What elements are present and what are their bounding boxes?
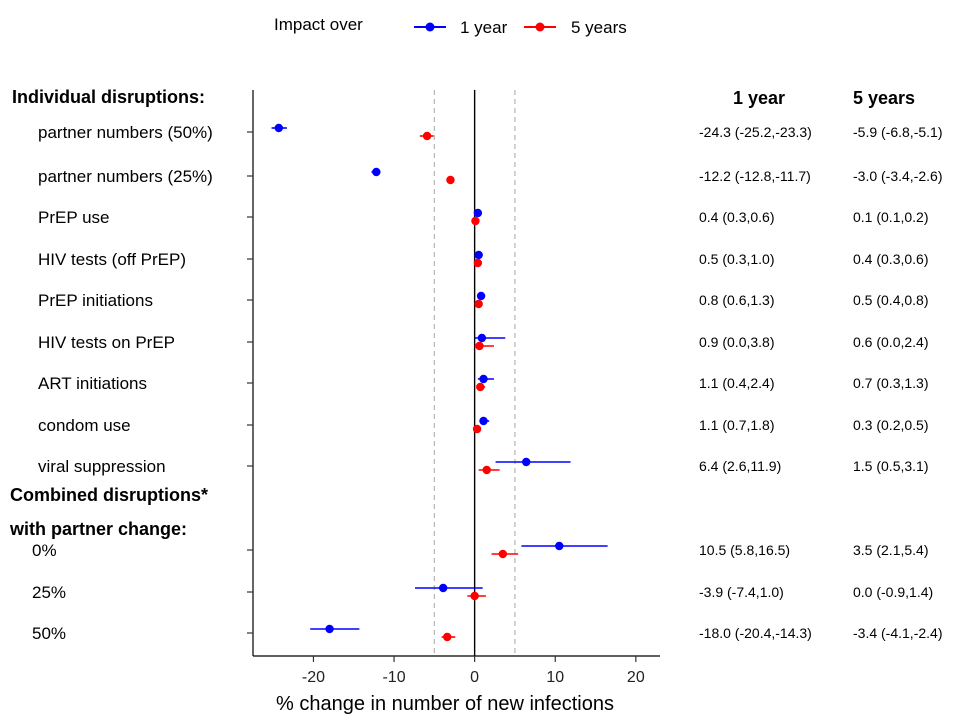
point-1-year bbox=[479, 416, 488, 426]
estimate-1-year: -18.0 (-20.4,-14.3) bbox=[699, 625, 812, 641]
legend-swatch-1-year-point bbox=[425, 22, 435, 32]
group-heading: Combined disruptions* bbox=[10, 485, 208, 505]
row-label: PrEP use bbox=[38, 208, 110, 227]
point-1-year bbox=[474, 250, 483, 260]
row-label: 0% bbox=[32, 541, 57, 560]
row-label: partner numbers (25%) bbox=[38, 167, 213, 186]
plot-panel bbox=[252, 90, 660, 657]
group-headings: Individual disruptions: Combined disrupti… bbox=[9, 87, 208, 539]
point-1-year bbox=[325, 624, 334, 634]
point-1-year bbox=[274, 123, 283, 133]
estimate-5-years: 0.7 (0.3,1.3) bbox=[853, 375, 929, 391]
row-label: viral suppression bbox=[38, 457, 166, 476]
estimate-texts: -24.3 (-25.2,-23.3) -5.9 (-6.8,-5.1) -12.2… bbox=[699, 124, 942, 641]
data-marks bbox=[247, 123, 608, 642]
estimate-5-years: -3.4 (-4.1,-2.4) bbox=[853, 625, 942, 641]
estimate-1-year: -24.3 (-25.2,-23.3) bbox=[699, 124, 812, 140]
estimate-5-years: 0.3 (0.2,0.5) bbox=[853, 417, 929, 433]
point-1-year bbox=[476, 291, 486, 301]
column-header-1-year: 1 year bbox=[733, 88, 785, 108]
x-tick-label: -20 bbox=[302, 669, 325, 686]
estimate-1-year: 10.5 (5.8,16.5) bbox=[699, 542, 790, 558]
estimate-5-years: 0.1 (0.1,0.2) bbox=[853, 209, 929, 225]
point-5-years bbox=[473, 258, 483, 268]
row-label: partner numbers (50%) bbox=[38, 123, 213, 142]
x-axis-ticks: -20 -10 0 10 20 bbox=[302, 656, 645, 686]
point-1-year bbox=[479, 374, 488, 384]
point-5-years bbox=[470, 591, 479, 601]
point-5-years bbox=[472, 424, 482, 434]
row-label: ART initiations bbox=[38, 374, 147, 393]
estimate-5-years: 0.5 (0.4,0.8) bbox=[853, 292, 929, 308]
row-label: 25% bbox=[32, 583, 66, 602]
estimate-5-years: -3.0 (-3.4,-2.6) bbox=[853, 168, 942, 184]
estimate-1-year: 0.5 (0.3,1.0) bbox=[699, 251, 775, 267]
estimate-1-year: -12.2 (-12.8,-11.7) bbox=[699, 168, 811, 184]
row-label: condom use bbox=[38, 416, 131, 435]
point-5-years bbox=[475, 341, 484, 351]
point-5-years bbox=[446, 175, 455, 185]
point-5-years bbox=[498, 549, 508, 559]
column-header-5-years: 5 years bbox=[853, 88, 915, 108]
point-1-year bbox=[522, 457, 531, 467]
estimate-5-years: 1.5 (0.5,3.1) bbox=[853, 458, 929, 474]
estimate-5-years: 0.6 (0.0,2.4) bbox=[853, 334, 929, 350]
estimate-5-years: 0.0 (-0.9,1.4) bbox=[853, 584, 933, 600]
row-label: HIV tests on PrEP bbox=[38, 333, 175, 352]
estimate-1-year: 1.1 (0.4,2.4) bbox=[699, 375, 775, 391]
reference-lines bbox=[433, 90, 516, 656]
legend-swatch-5-years-point bbox=[535, 22, 545, 32]
legend-title: Impact over bbox=[274, 15, 363, 34]
point-5-years bbox=[476, 382, 485, 392]
estimate-1-year: 0.4 (0.3,0.6) bbox=[699, 209, 775, 225]
legend-label-1-year: 1 year bbox=[460, 18, 508, 37]
estimate-5-years: 3.5 (2.1,5.4) bbox=[853, 542, 929, 558]
point-1-year bbox=[555, 541, 564, 551]
group-heading: with partner change: bbox=[9, 519, 187, 539]
estimate-5-years: 0.4 (0.3,0.6) bbox=[853, 251, 929, 267]
point-1-year bbox=[477, 333, 487, 343]
estimate-1-year: 0.8 (0.6,1.3) bbox=[699, 292, 775, 308]
x-axis-title: % change in number of new infections bbox=[276, 693, 614, 714]
x-tick-label: 0 bbox=[470, 669, 479, 686]
x-tick-label: 20 bbox=[627, 669, 645, 686]
row-labels: partner numbers (50%) partner numbers (25… bbox=[32, 123, 213, 643]
point-5-years bbox=[471, 216, 480, 226]
estimate-5-years: -5.9 (-6.8,-5.1) bbox=[853, 124, 942, 140]
point-5-years bbox=[422, 131, 432, 141]
row-label: PrEP initiations bbox=[38, 291, 153, 310]
point-1-year bbox=[372, 167, 381, 177]
point-5-years bbox=[443, 632, 452, 642]
x-tick-label: -10 bbox=[382, 669, 405, 686]
estimate-1-year: 0.9 (0.0,3.8) bbox=[699, 334, 775, 350]
estimate-1-year: -3.9 (-7.4,1.0) bbox=[699, 584, 784, 600]
legend-label-5-years: 5 years bbox=[571, 18, 627, 37]
group-heading: Individual disruptions: bbox=[12, 87, 205, 107]
legend: Impact over 1 year 5 years bbox=[274, 15, 627, 37]
point-1-year bbox=[473, 208, 483, 218]
estimate-1-year: 1.1 (0.7,1.8) bbox=[699, 417, 775, 433]
point-1-year bbox=[439, 583, 448, 593]
estimate-1-year: 6.4 (2.6,11.9) bbox=[699, 458, 781, 474]
point-5-years bbox=[482, 465, 491, 475]
point-5-years bbox=[474, 299, 483, 309]
row-label: HIV tests (off PrEP) bbox=[38, 250, 186, 269]
row-label: 50% bbox=[32, 624, 66, 643]
x-tick-label: 10 bbox=[546, 669, 564, 686]
